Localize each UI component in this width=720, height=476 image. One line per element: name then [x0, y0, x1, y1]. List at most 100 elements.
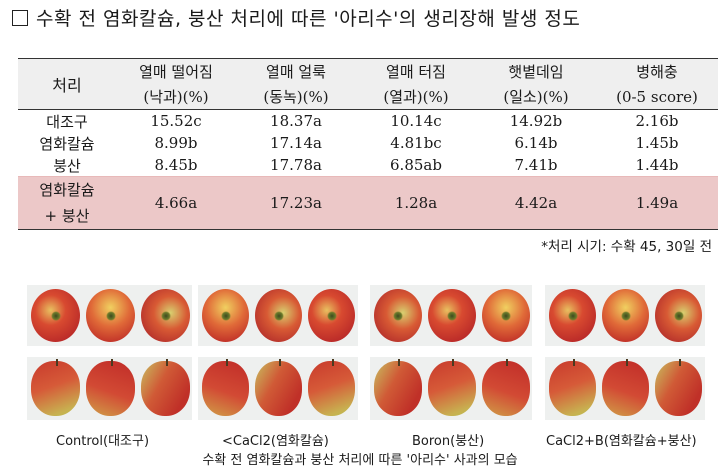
apple-image: [141, 289, 190, 342]
cell-value: 4.66a: [154, 194, 198, 212]
cell-value: 14.92b: [509, 112, 563, 130]
figure-caption: 수확 전 염화칼슘과 붕산 처리에 따른 '아리수' 사과의 모습: [202, 453, 518, 468]
row-label: 붕산: [53, 156, 81, 175]
header-fruit-drop: 열매 떨어짐: [139, 63, 213, 81]
apple-photo-panel: [545, 357, 705, 420]
cell-value: 1.45b: [635, 134, 679, 152]
photo-label-boron: Boron(붕산): [412, 434, 485, 449]
apple-image: [86, 289, 135, 342]
apple-photo-panel: [370, 357, 532, 420]
apple-image: [655, 289, 702, 342]
header-disease-pest: 병해충: [636, 63, 678, 81]
apple-calyx: [220, 310, 231, 321]
physiological-disorder-table: 처리 열매 떨어짐 열매 얼룩 열매 터짐 햇볕데임 병해충 (낙과)(%) (…: [18, 58, 718, 230]
header-sunburn: 햇볕데임: [508, 63, 564, 81]
apple-image: [655, 359, 702, 416]
apple-calyx: [393, 310, 403, 321]
apple-image: [308, 289, 355, 342]
apple-photo-panel: [370, 285, 532, 346]
apple-image: [202, 289, 249, 342]
photo-label-control: Control(대조구): [56, 434, 150, 449]
header-russeting-unit: (동녹)(%): [263, 88, 329, 106]
apple-photo-panel: [545, 285, 705, 346]
apple-stem: [331, 359, 334, 366]
apple-image: [86, 359, 135, 416]
row-label-line2: + 붕산: [44, 207, 90, 225]
photo-label-cacl2: <CaCl2(염화칼슘): [222, 434, 329, 449]
apple-image: [31, 359, 80, 416]
apple-image: [374, 359, 422, 416]
row-label: 대조구: [46, 112, 88, 131]
apple-stem: [110, 359, 113, 366]
apple-calyx: [160, 310, 171, 321]
apple-image: [374, 289, 422, 342]
apple-image: [202, 359, 249, 416]
cell-value: 1.49a: [635, 194, 679, 212]
apple-image: [549, 289, 596, 342]
table-row-cacl2-boron: 염화칼슘 + 붕산 4.66a 17.23a 1.28a 4.42a 1.49a: [18, 176, 718, 230]
cell-value: 1.28a: [394, 194, 438, 212]
apple-stem: [398, 359, 400, 366]
apple-image: [31, 289, 80, 342]
apple-stem: [225, 359, 228, 366]
apple-stem: [278, 359, 281, 366]
apple-calyx: [620, 310, 631, 321]
apple-image: [482, 289, 530, 342]
apple-stem: [452, 359, 454, 366]
cell-value: 17.23a: [270, 194, 322, 212]
apple-stem: [678, 359, 681, 366]
apple-calyx: [567, 310, 578, 321]
apple-stem: [572, 359, 575, 366]
header-cracking: 열매 터짐: [386, 63, 446, 81]
treatment-timing-note: *처리 시기: 수확 45, 30일 전: [541, 239, 712, 255]
apple-image: [255, 359, 302, 416]
apple-calyx: [326, 310, 337, 321]
table-header: 처리 열매 떨어짐 열매 얼룩 열매 터짐 햇볕데임 병해충 (낙과)(%) (…: [18, 58, 718, 110]
apple-image: [482, 359, 530, 416]
table-row-boron: 붕산 8.45b 17.78a 6.85ab 7.41b 1.44b: [18, 154, 718, 177]
header-treatment: 처리: [52, 76, 82, 95]
apple-calyx: [50, 310, 61, 321]
cell-value: 15.52c: [150, 112, 202, 130]
apple-image: [602, 359, 649, 416]
table-row-cacl2: 염화칼슘 8.99b 17.14a 4.81bc 6.14b 1.45b: [18, 132, 718, 154]
row-label: 염화칼슘: [39, 134, 95, 153]
apple-image: [141, 359, 190, 416]
apple-calyx: [105, 310, 116, 321]
apple-calyx: [273, 310, 284, 321]
cell-value: 8.45b: [154, 156, 198, 174]
apple-stem: [506, 359, 508, 366]
row-label: 염화칼슘 + 붕산: [18, 177, 116, 230]
cell-value: 10.14c: [390, 112, 442, 130]
apple-stem: [625, 359, 628, 366]
table-row-control: 대조구 15.52c 18.37a 10.14c 14.92b 2.16b: [18, 110, 718, 133]
apple-photo-panel: [198, 285, 358, 346]
cell-value: 17.78a: [270, 156, 322, 174]
header-disease-pest-unit: (0-5 score): [616, 87, 698, 106]
cell-value: 1.44b: [635, 156, 679, 174]
apple-image: [549, 359, 596, 416]
cell-value: 6.85ab: [390, 156, 442, 174]
cell-value: 2.16b: [635, 112, 679, 130]
apple-image: [602, 289, 649, 342]
cell-value: 6.14b: [514, 134, 558, 152]
header-fruit-drop-unit: (낙과)(%): [143, 88, 209, 106]
apple-calyx: [447, 310, 457, 321]
apple-stem: [165, 359, 168, 366]
apple-photo-panel: [27, 357, 192, 420]
apple-image: [308, 359, 355, 416]
row-label-line1: 염화칼슘: [39, 181, 95, 199]
header-russeting: 열매 얼룩: [266, 63, 326, 81]
cell-value: 4.42a: [514, 194, 558, 212]
apple-image: [255, 289, 302, 342]
header-cracking-unit: (열과)(%): [383, 88, 449, 106]
apple-photo-panel: [27, 285, 192, 346]
cell-value: 4.81bc: [390, 134, 442, 152]
cell-value: 8.99b: [154, 134, 198, 152]
cell-value: 7.41b: [514, 156, 558, 174]
apple-image: [428, 289, 476, 342]
apple-image: [428, 359, 476, 416]
apple-stem: [55, 359, 58, 366]
apple-calyx: [501, 310, 511, 321]
header-sunburn-unit: (일소)(%): [503, 88, 569, 106]
